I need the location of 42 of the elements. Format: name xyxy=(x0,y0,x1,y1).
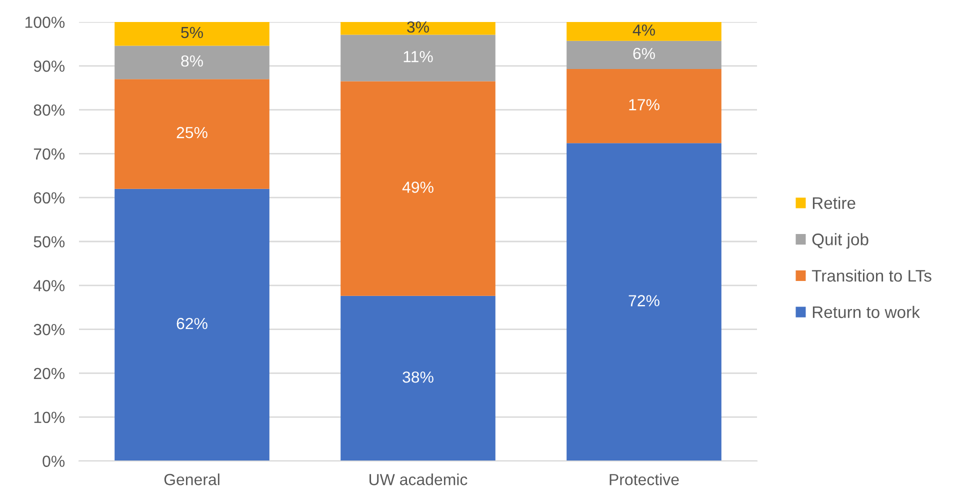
data-label: 5% xyxy=(181,26,203,38)
bar xyxy=(340,296,496,461)
y-tick-label: 30% xyxy=(34,324,65,336)
bar xyxy=(114,46,270,80)
y-tick-label: 20% xyxy=(34,368,65,380)
data-label: 8% xyxy=(181,55,203,67)
data-label: 72% xyxy=(628,295,660,306)
bar xyxy=(566,22,722,41)
x-tick-label: General xyxy=(164,474,220,486)
data-label: 62% xyxy=(176,318,208,330)
bar xyxy=(340,22,496,35)
legend-label: Transition to LTs xyxy=(812,269,932,282)
y-tick-label: 50% xyxy=(34,236,65,248)
data-label: 38% xyxy=(402,371,434,383)
bar xyxy=(340,81,496,296)
y-tick-label: 10% xyxy=(34,412,65,424)
legend-label: Return to work xyxy=(812,306,920,318)
data-label: 4% xyxy=(632,24,655,36)
bar xyxy=(566,40,722,69)
data-label: 11% xyxy=(404,51,433,62)
x-tick-label: Protective xyxy=(610,474,679,486)
bar xyxy=(566,143,722,461)
data-label: 17% xyxy=(629,99,660,110)
y-tick-label: 60% xyxy=(34,192,65,204)
bar xyxy=(114,79,270,189)
legend-label: Quit job xyxy=(812,233,868,249)
y-tick-label: 70% xyxy=(34,148,65,160)
y-tick-label: 100% xyxy=(25,16,65,28)
bar xyxy=(114,22,270,46)
y-tick-label: 40% xyxy=(34,280,65,292)
legend-label: Retire xyxy=(812,196,856,209)
bar xyxy=(340,34,496,82)
y-tick-label: 90% xyxy=(34,60,65,72)
y-tick-label: 0% xyxy=(42,456,65,467)
data-label: 25% xyxy=(176,126,208,138)
x-tick-label: UW academic xyxy=(370,474,468,486)
y-tick-label: 80% xyxy=(34,104,65,116)
bar xyxy=(566,68,722,144)
data-label: 49% xyxy=(402,182,434,193)
data-label: 3% xyxy=(407,21,429,33)
bar xyxy=(114,188,270,461)
data-label: 6% xyxy=(633,48,655,60)
